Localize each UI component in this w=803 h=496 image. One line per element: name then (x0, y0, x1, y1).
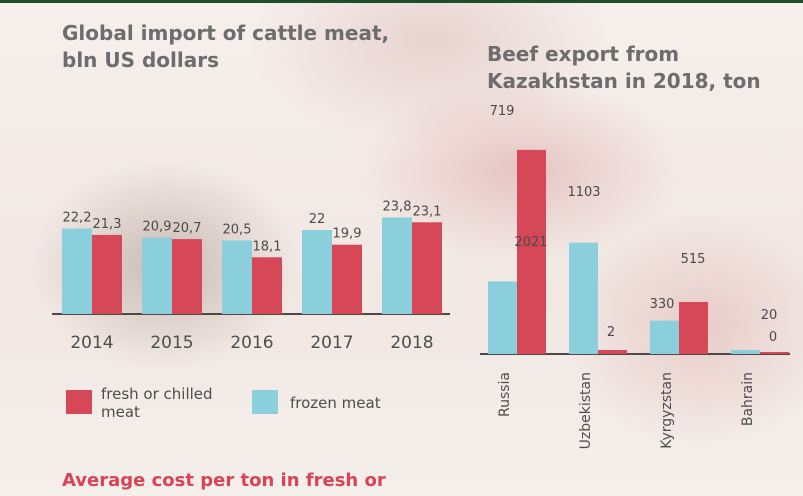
next-section-title: Average cost per ton in fresh or (62, 470, 386, 491)
bar-fresh-2016 (252, 257, 282, 314)
bar-fresh-2018 (412, 222, 442, 314)
export-bar-red-Bahrain (760, 352, 789, 354)
chart-title-beef-export: Beef export from Kazakhstan in 2018, ton (487, 42, 761, 93)
bar-fresh-2014 (92, 234, 122, 314)
data-label-frozen-2017: 22 (309, 212, 326, 227)
legend-swatch-frozen (252, 390, 278, 414)
bar-frozen-2014 (62, 228, 92, 314)
export-bar-red-Russia (517, 149, 546, 354)
export-label-blue-Kyrgyzstan: 330 (650, 297, 675, 312)
chart-title-global-import: Global import of cattle meat, bln US dol… (62, 21, 390, 72)
export-bar-red-Uzbekistan (598, 350, 627, 354)
data-label-frozen-2014: 22,2 (63, 211, 92, 226)
bar-frozen-2015 (142, 237, 172, 314)
data-label-fresh-2014: 21,3 (93, 217, 122, 232)
export-label-red-Russia: 2021 (514, 235, 547, 250)
data-label-fresh-2015: 20,7 (173, 221, 202, 236)
export-bar-blue-Bahrain (731, 350, 760, 354)
x-tick-label-Kyrgyzstan: Kyrgyzstan (659, 372, 675, 449)
data-label-frozen-2015: 20,9 (143, 220, 172, 235)
export-label-blue-Bahrain: 20 (761, 308, 778, 323)
legend-label-fresh: fresh or chilled meat (101, 385, 213, 421)
x-tick-label-Russia: Russia (497, 372, 513, 417)
data-label-frozen-2018: 23,8 (383, 199, 412, 214)
export-label-red-Uzbekistan: 2 (607, 325, 615, 340)
x-tick-label-2017: 2017 (310, 333, 353, 353)
bar-fresh-2015 (172, 239, 202, 314)
export-label-red-Kyrgyzstan: 515 (681, 252, 706, 267)
x-tick-label-2016: 2016 (230, 333, 273, 353)
export-bar-blue-Russia (488, 281, 517, 354)
bar-frozen-2016 (222, 240, 252, 314)
export-label-blue-Uzbekistan: 1103 (567, 185, 600, 200)
data-label-fresh-2017: 19,9 (333, 227, 362, 242)
x-tick-label-2018: 2018 (390, 333, 433, 353)
x-tick-label-2015: 2015 (150, 333, 193, 353)
data-label-fresh-2018: 23,1 (413, 204, 442, 219)
bar-frozen-2017 (302, 230, 332, 314)
bar-fresh-2017 (332, 244, 362, 314)
export-bar-blue-Kyrgyzstan (650, 320, 679, 354)
x-tick-label-Uzbekistan: Uzbekistan (578, 372, 594, 449)
x-tick-label-Bahrain: Bahrain (740, 372, 756, 426)
export-label-red-Bahrain: 0 (769, 330, 777, 345)
data-label-frozen-2016: 20,5 (223, 223, 252, 238)
export-bar-blue-Uzbekistan (569, 242, 598, 354)
data-label-fresh-2016: 18,1 (253, 239, 282, 254)
legend-swatch-fresh (66, 390, 92, 414)
export-label-blue-Russia: 719 (490, 104, 515, 119)
legend-label-frozen: frozen meat (290, 394, 381, 412)
export-bar-red-Kyrgyzstan (679, 301, 708, 354)
bar-frozen-2018 (382, 217, 412, 314)
x-tick-label-2014: 2014 (70, 333, 113, 353)
